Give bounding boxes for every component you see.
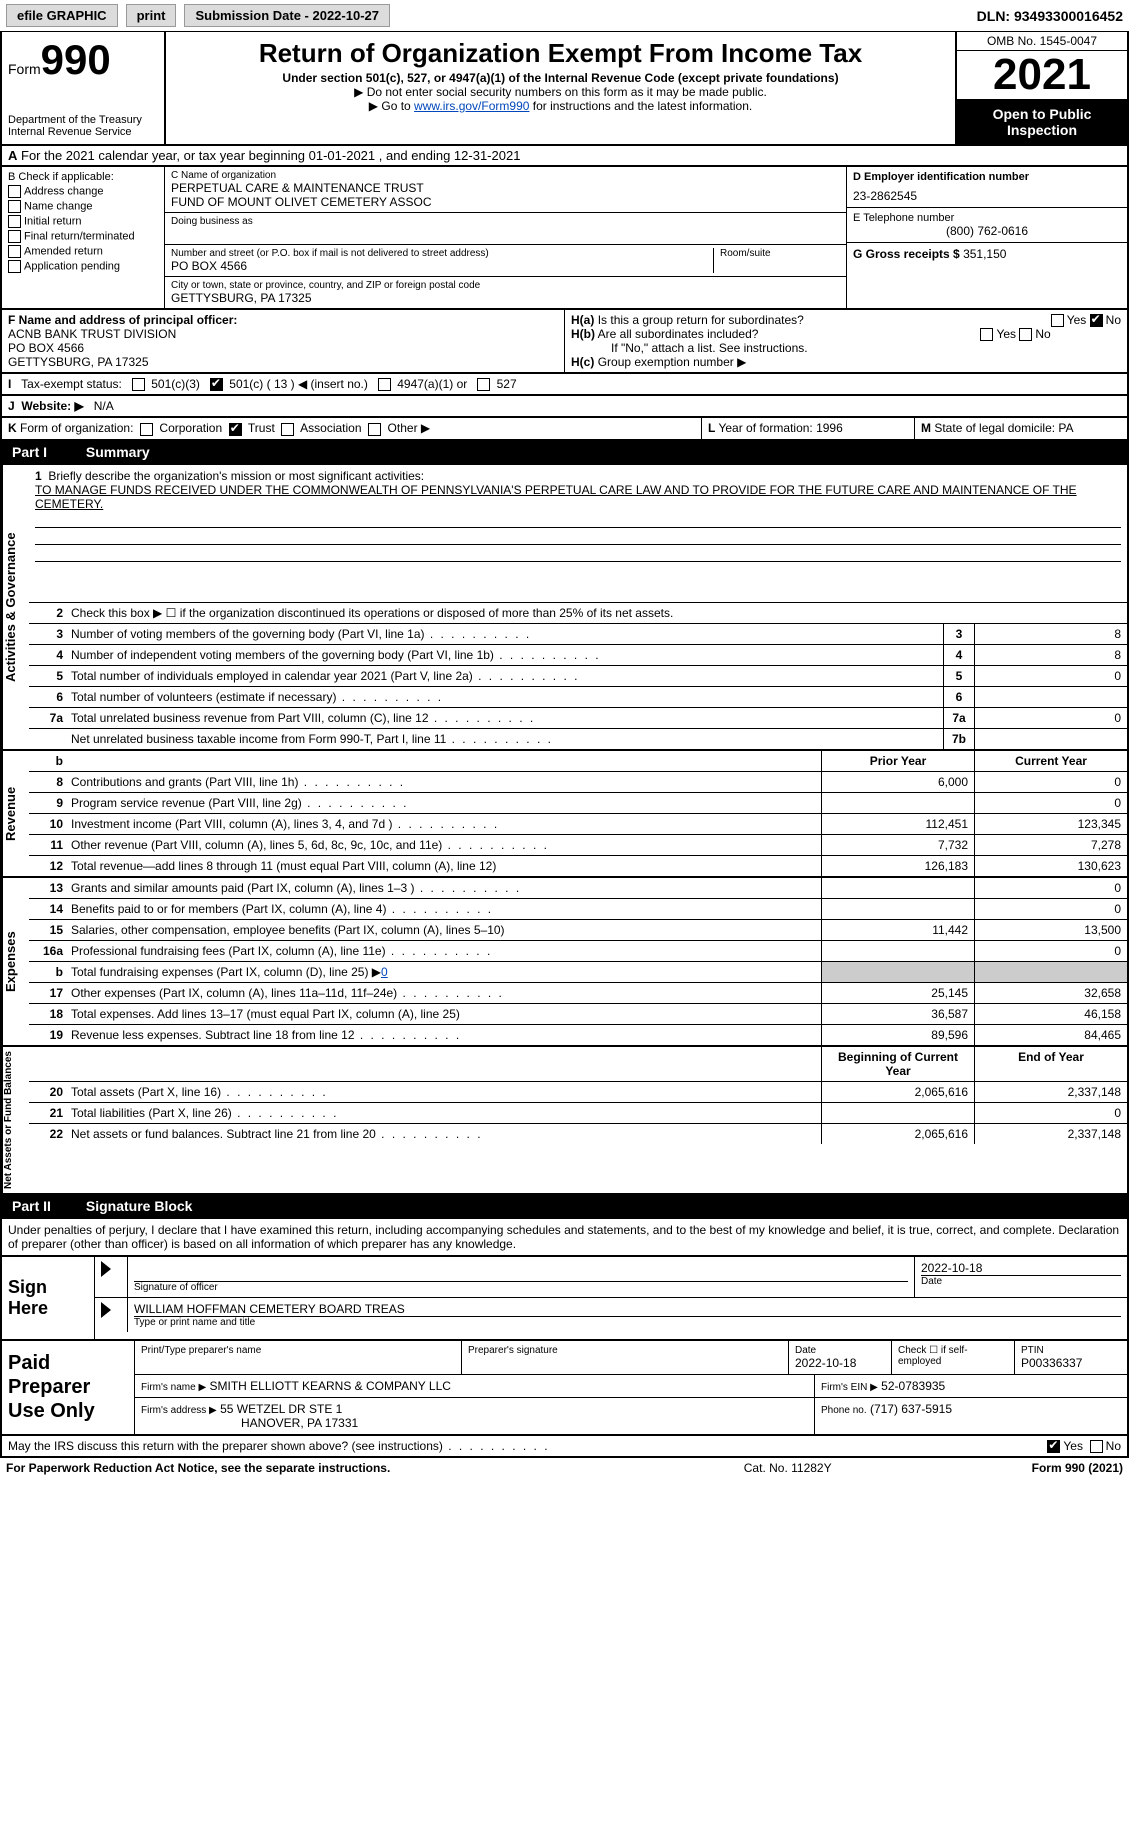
row-i: I Tax-exempt status: 501(c)(3) 501(c) ( … xyxy=(0,374,1129,396)
side-revenue: Revenue xyxy=(2,751,29,876)
row-a-text: For the 2021 calendar year, or tax year … xyxy=(21,148,520,163)
chk-discuss-yes[interactable] xyxy=(1047,1440,1060,1453)
dln: DLN: 93493300016452 xyxy=(977,8,1123,24)
chk-application[interactable] xyxy=(8,260,21,273)
officer-name: ACNB BANK TRUST DIVISION xyxy=(8,327,558,341)
perjury-declaration: Under penalties of perjury, I declare th… xyxy=(0,1219,1129,1257)
phone-value: (800) 762-0616 xyxy=(853,224,1121,238)
chk-trust[interactable] xyxy=(229,423,242,436)
org-address: PO BOX 4566 xyxy=(171,259,707,273)
chk-other[interactable] xyxy=(368,423,381,436)
col-b-header: B Check if applicable: xyxy=(8,171,158,183)
chk-initial[interactable] xyxy=(8,215,21,228)
row-f-h: F Name and address of principal officer:… xyxy=(0,310,1129,374)
org-name-1: PERPETUAL CARE & MAINTENANCE TRUST xyxy=(171,181,840,195)
col-d: D Employer identification number 23-2862… xyxy=(846,167,1127,308)
addr-label: Number and street (or P.O. box if mail i… xyxy=(171,248,707,259)
chk-corp[interactable] xyxy=(140,423,153,436)
sign-block: Sign Here Signature of officer 2022-10-1… xyxy=(0,1257,1129,1341)
omb-number: OMB No. 1545-0047 xyxy=(957,32,1127,51)
preparer-label: Paid Preparer Use Only xyxy=(2,1341,135,1434)
side-activities: Activities & Governance xyxy=(2,465,29,749)
mission-text: TO MANAGE FUNDS RECEIVED UNDER THE COMMO… xyxy=(35,483,1077,511)
header-center: Return of Organization Exempt From Incom… xyxy=(166,32,955,144)
irs-link[interactable]: www.irs.gov/Form990 xyxy=(414,99,529,113)
header-left: Form990 Department of the Treasury Inter… xyxy=(2,32,166,144)
main-block: B Check if applicable: Address change Na… xyxy=(0,167,1129,310)
org-name-2: FUND OF MOUNT OLIVET CEMETERY ASSOC xyxy=(171,195,840,209)
chk-ha-yes[interactable] xyxy=(1051,314,1064,327)
chk-name-change[interactable] xyxy=(8,200,21,213)
netassets-block: Net Assets or Fund Balances Beginning of… xyxy=(0,1047,1129,1195)
gross-receipts-label: G Gross receipts $ xyxy=(853,247,960,261)
open-to-public: Open to Public Inspection xyxy=(957,100,1127,144)
row-a-label: A xyxy=(8,148,17,163)
chk-hb-no[interactable] xyxy=(1019,328,1032,341)
note-ssn: ▶ Do not enter social security numbers o… xyxy=(172,85,949,99)
expenses-block: Expenses 13Grants and similar amounts pa… xyxy=(0,878,1129,1047)
form-subtitle: Under section 501(c), 527, or 4947(a)(1)… xyxy=(172,71,949,85)
dba-label: Doing business as xyxy=(171,216,840,227)
form-title: Return of Organization Exempt From Incom… xyxy=(172,38,949,69)
officer-addr: PO BOX 4566 xyxy=(8,341,558,355)
side-netassets: Net Assets or Fund Balances xyxy=(2,1047,29,1193)
tax-year: 2021 xyxy=(957,51,1127,100)
form-number: 990 xyxy=(41,36,111,83)
note-link: ▶ Go to www.irs.gov/Form990 for instruct… xyxy=(172,99,949,113)
chk-discuss-no[interactable] xyxy=(1090,1440,1103,1453)
sign-here-label: Sign Here xyxy=(2,1257,95,1339)
efile-button[interactable]: efile GRAPHIC xyxy=(6,4,118,27)
row-j: J Website: ▶ N/A xyxy=(0,396,1129,418)
header-right: OMB No. 1545-0047 2021 Open to Public In… xyxy=(955,32,1127,144)
part2-header: Part II Signature Block xyxy=(0,1195,1129,1219)
hb-note: If "No," attach a list. See instructions… xyxy=(571,341,1121,355)
chk-final[interactable] xyxy=(8,230,21,243)
chk-501c3[interactable] xyxy=(132,378,145,391)
chk-ha-no[interactable] xyxy=(1090,314,1103,327)
officer-label: F Name and address of principal officer: xyxy=(8,313,237,327)
footer: For Paperwork Reduction Act Notice, see … xyxy=(0,1458,1129,1478)
form-footer: Form 990 (2021) xyxy=(1032,1461,1123,1475)
print-button[interactable]: print xyxy=(126,4,177,27)
row-a: A For the 2021 calendar year, or tax yea… xyxy=(0,146,1129,167)
chk-assoc[interactable] xyxy=(281,423,294,436)
city-label: City or town, state or province, country… xyxy=(171,280,840,291)
row-k-l-m: K Form of organization: Corporation Trus… xyxy=(0,418,1129,440)
ein-value: 23-2862545 xyxy=(853,189,1121,203)
activities-block: Activities & Governance 1 Briefly descri… xyxy=(0,465,1129,751)
chk-527[interactable] xyxy=(477,378,490,391)
phone-label: E Telephone number xyxy=(853,212,1121,224)
officer-signature-name: WILLIAM HOFFMAN CEMETERY BOARD TREAS xyxy=(134,1302,1121,1316)
col-c: C Name of organization PERPETUAL CARE & … xyxy=(165,167,846,308)
col-b: B Check if applicable: Address change Na… xyxy=(2,167,165,308)
top-bar: efile GRAPHIC print Submission Date - 20… xyxy=(0,0,1129,32)
form-label: Form xyxy=(8,61,41,77)
irs-label: Internal Revenue Service xyxy=(8,126,158,138)
arrow-icon xyxy=(101,1261,111,1277)
chk-address-change[interactable] xyxy=(8,185,21,198)
submission-date: Submission Date - 2022-10-27 xyxy=(184,4,390,27)
chk-4947[interactable] xyxy=(378,378,391,391)
ein-label: D Employer identification number xyxy=(853,171,1121,183)
chk-hb-yes[interactable] xyxy=(980,328,993,341)
room-label: Room/suite xyxy=(720,248,840,259)
revenue-block: Revenue bPrior YearCurrent Year 8Contrib… xyxy=(0,751,1129,878)
officer-city: GETTYSBURG, PA 17325 xyxy=(8,355,558,369)
part1-header: Part I Summary xyxy=(0,441,1129,465)
gross-receipts: 351,150 xyxy=(963,247,1006,261)
side-expenses: Expenses xyxy=(2,878,29,1045)
catalog-number: Cat. No. 11282Y xyxy=(744,1461,832,1475)
org-city: GETTYSBURG, PA 17325 xyxy=(171,291,840,305)
chk-amended[interactable] xyxy=(8,245,21,258)
arrow-icon xyxy=(101,1302,111,1318)
dept-treasury: Department of the Treasury xyxy=(8,114,158,126)
paperwork-notice: For Paperwork Reduction Act Notice, see … xyxy=(6,1461,390,1475)
form-header: Form990 Department of the Treasury Inter… xyxy=(0,32,1129,146)
discuss-row: May the IRS discuss this return with the… xyxy=(0,1436,1129,1458)
chk-501c[interactable] xyxy=(210,378,223,391)
preparer-block: Paid Preparer Use Only Print/Type prepar… xyxy=(0,1341,1129,1436)
org-name-label: C Name of organization xyxy=(171,170,840,181)
